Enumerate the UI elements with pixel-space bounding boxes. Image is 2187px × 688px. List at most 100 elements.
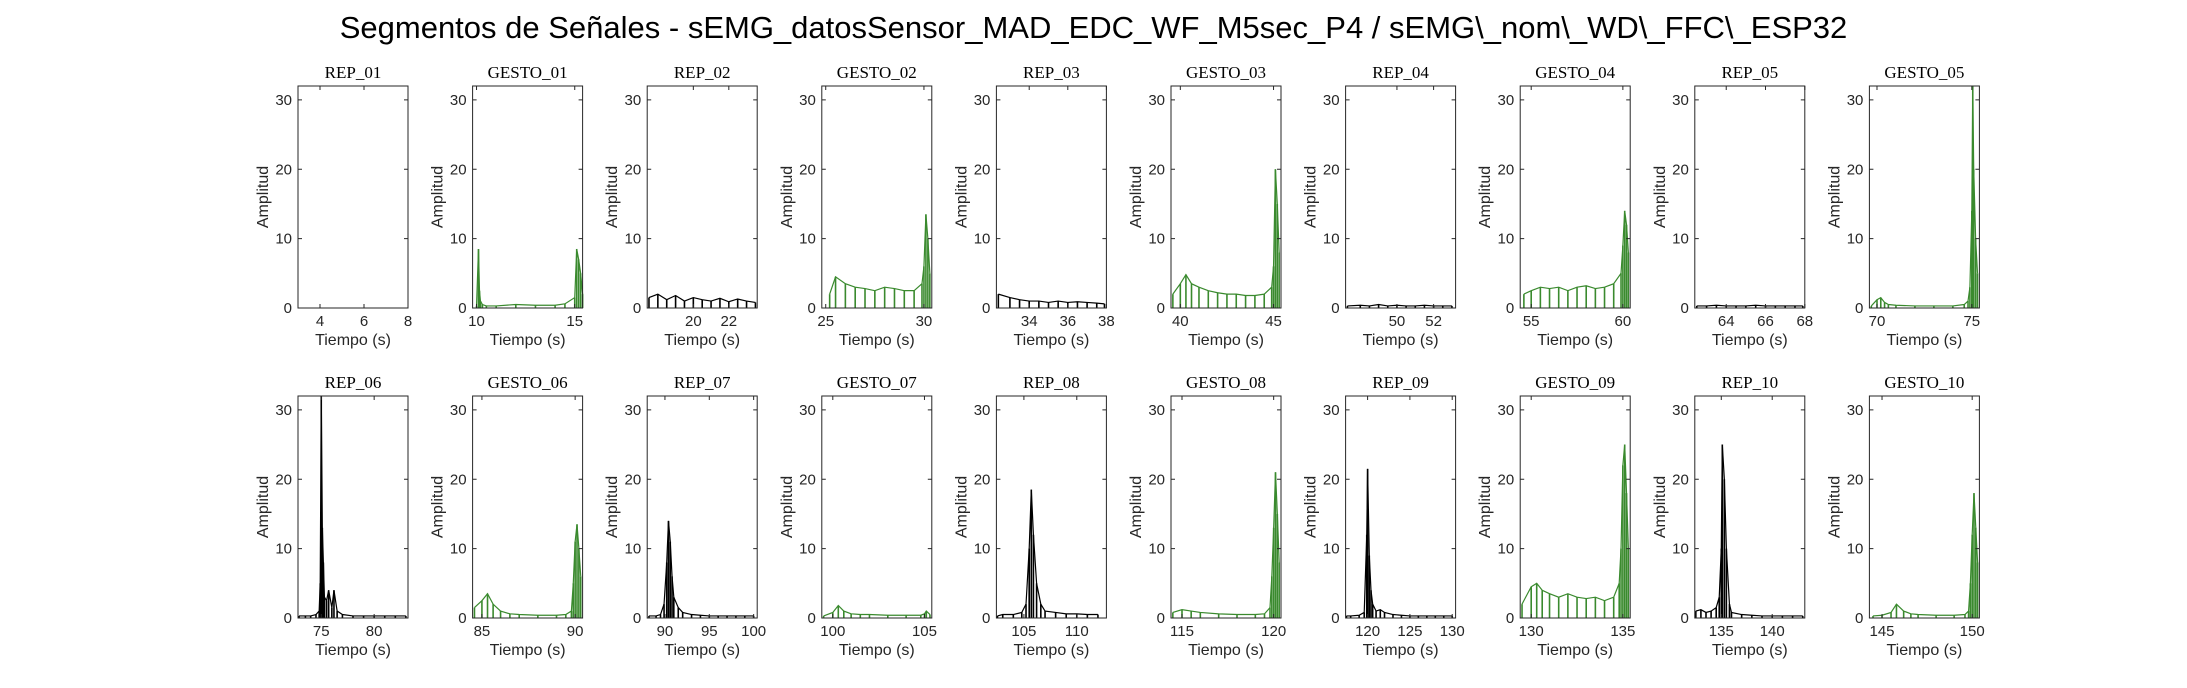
y-axis-label: Amplitud [1128, 166, 1145, 228]
signal-trace [1521, 444, 1630, 618]
subplot: 0 10 20 30 40 45 GESTO_03 Tiempo (s) Amplitud [1128, 63, 1282, 349]
subplot: 0 10 20 30 25 30 GESTO_02 Tiempo (s) Amplitud [779, 63, 933, 349]
y-tick-label: 20 [625, 161, 642, 178]
x-tick-label: 105 [912, 623, 937, 640]
signal-trace [1172, 169, 1280, 308]
y-tick-label: 10 [450, 541, 467, 558]
y-tick-label: 30 [275, 402, 292, 419]
subplot: 0 10 20 30 130 135 GESTO_09 Tiempo (s) Amplitud [1477, 373, 1635, 659]
subplot-title: GESTO_09 [1535, 373, 1615, 392]
signal-trace [1345, 468, 1454, 618]
x-tick-label: 25 [817, 313, 834, 330]
x-axis-label: Tiempo (s) [839, 642, 915, 659]
y-tick-label: 0 [982, 300, 990, 317]
y-tick-label: 0 [982, 610, 990, 627]
signal-envelope [1172, 472, 1280, 616]
signal-envelope [1695, 444, 1803, 617]
y-tick-label: 0 [1157, 610, 1165, 627]
x-tick-label: 150 [1960, 623, 1985, 640]
y-tick-label: 20 [1498, 471, 1515, 488]
axes-box [297, 395, 409, 619]
x-tick-label: 38 [1098, 313, 1115, 330]
x-axis-label: Tiempo (s) [1013, 642, 1089, 659]
signal-envelope [1346, 468, 1453, 617]
figure-title: Segmentos de Señales - sEMG_datosSensor_… [339, 10, 1848, 45]
y-tick-label: 30 [1498, 402, 1515, 419]
subplot: 0 10 20 30 70 75 GESTO_05 Tiempo (s) Amplitud [1826, 63, 1980, 349]
y-axis-label: Amplitud [1303, 166, 1320, 228]
y-tick-label: 20 [1498, 161, 1515, 178]
subplot-title: REP_08 [1023, 373, 1080, 392]
subplot-title: REP_01 [325, 63, 382, 82]
x-axis-label: Tiempo (s) [1537, 642, 1613, 659]
x-tick-label: 130 [1519, 623, 1544, 640]
x-tick-label: 15 [566, 313, 583, 330]
y-tick-label: 10 [1148, 541, 1165, 558]
signal-envelope [1696, 304, 1803, 307]
y-tick-label: 30 [1847, 402, 1864, 419]
y-tick-label: 10 [974, 231, 991, 248]
y-tick-label: 0 [1157, 300, 1165, 317]
x-tick-label: 64 [1718, 313, 1735, 330]
subplot: 0 10 20 30 145 150 GESTO_10 Tiempo (s) Amplitud [1826, 373, 1984, 659]
y-tick-label: 30 [799, 402, 816, 419]
subplot-title: GESTO_02 [837, 63, 917, 82]
y-axis-label: Amplitud [1826, 166, 1843, 228]
signal-trace [1346, 303, 1453, 308]
y-axis-label: Amplitud [779, 166, 796, 228]
signal-envelope [1521, 444, 1629, 605]
x-tick-label: 110 [1065, 623, 1089, 640]
y-tick-label: 0 [1680, 610, 1688, 627]
y-axis-label: Amplitud [1652, 166, 1669, 228]
subplot: 0 10 20 30 64 66 68 REP_05 Tiempo (s) Amplitud [1652, 63, 1813, 349]
x-tick-label: 135 [1709, 623, 1734, 640]
y-tick-label: 30 [1323, 402, 1340, 419]
subplot: 0 10 20 30 55 60 GESTO_04 Tiempo (s) Amplitud [1477, 63, 1631, 349]
x-axis-label: Tiempo (s) [490, 332, 566, 349]
y-tick-label: 30 [1498, 92, 1515, 109]
x-axis-label: Tiempo (s) [315, 642, 391, 659]
x-tick-label: 66 [1757, 313, 1774, 330]
axes-box [1345, 395, 1457, 619]
axes-box [472, 395, 584, 619]
y-axis-label: Amplitud [1303, 476, 1320, 538]
y-tick-label: 30 [450, 92, 467, 109]
subplot: 0 10 20 30 50 52 REP_04 Tiempo (s) Amplitud [1303, 63, 1457, 349]
x-tick-label: 34 [1021, 313, 1038, 330]
signal-envelope [998, 293, 1105, 305]
signal-envelope [1870, 85, 1979, 307]
y-tick-label: 30 [625, 402, 642, 419]
subplot: 0 10 20 30 75 80 REP_06 Tiempo (s) Amplitud [255, 373, 409, 659]
axes-box [1868, 85, 1980, 309]
x-tick-label: 70 [1869, 313, 1886, 330]
y-tick-label: 30 [1148, 402, 1165, 419]
y-tick-label: 0 [807, 300, 815, 317]
axes-box [1694, 395, 1806, 619]
y-tick-label: 0 [284, 610, 292, 627]
y-tick-label: 0 [633, 610, 641, 627]
axes-box [821, 85, 933, 309]
signal-envelope [474, 524, 582, 616]
x-tick-label: 36 [1059, 313, 1076, 330]
x-tick-label: 60 [1615, 313, 1632, 330]
subplot-title: GESTO_08 [1186, 373, 1266, 392]
axes-box [995, 85, 1107, 309]
subplot-title: GESTO_01 [488, 63, 568, 82]
x-tick-label: 115 [1170, 623, 1194, 640]
signal-envelope [997, 489, 1098, 617]
y-axis-label: Amplitud [430, 476, 447, 538]
x-axis-label: Tiempo (s) [315, 332, 391, 349]
x-axis-label: Tiempo (s) [1712, 642, 1788, 659]
axes-box [1519, 85, 1631, 309]
y-tick-label: 10 [1672, 231, 1689, 248]
x-tick-label: 90 [657, 623, 674, 640]
signal-envelope [1523, 210, 1629, 295]
y-tick-label: 30 [1323, 92, 1340, 109]
signal-trace [1870, 85, 1979, 308]
signal-envelope [648, 293, 756, 304]
y-tick-label: 20 [799, 471, 816, 488]
axes-box [1170, 395, 1282, 619]
x-tick-label: 120 [1261, 623, 1286, 640]
x-tick-label: 45 [1265, 313, 1282, 330]
y-tick-label: 20 [450, 471, 467, 488]
